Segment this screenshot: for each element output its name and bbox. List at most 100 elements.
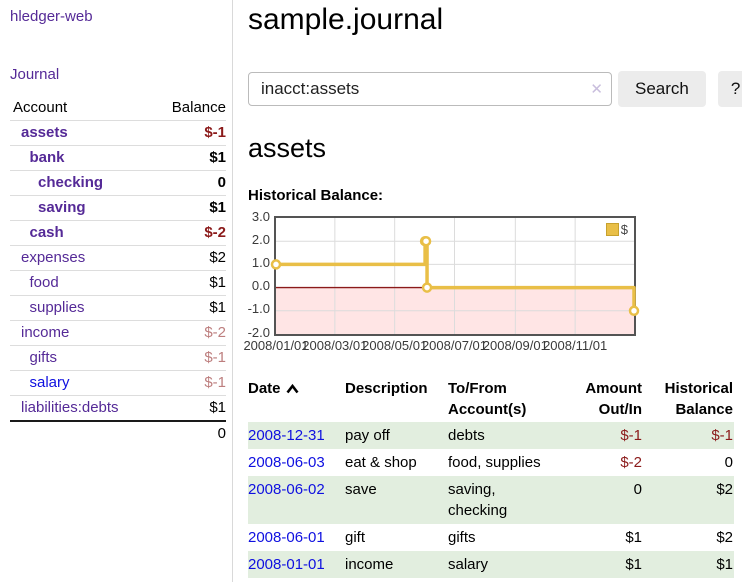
- account-row: checking 0: [10, 170, 226, 196]
- transaction-accounts: debts: [448, 426, 485, 444]
- transaction-date-link[interactable]: 2008-06-01: [248, 528, 325, 546]
- register-row: 2008-12-31 pay off debts $-1 $-1: [248, 421, 734, 449]
- account-link[interactable]: gifts: [29, 349, 58, 366]
- account-row: liabilities:debts $1: [10, 395, 226, 421]
- legend-swatch-icon: [605, 222, 619, 236]
- transaction-accounts: salary: [448, 555, 489, 573]
- account-heading: assets: [248, 132, 327, 163]
- register-header-row: Date Description To/From Account(s) Amou…: [248, 376, 734, 422]
- account-balance: 0: [151, 170, 226, 196]
- x-axis-tick-label: 2008/09/01: [482, 337, 548, 353]
- account-row: gifts $-1: [10, 345, 226, 371]
- search-button[interactable]: Search: [618, 70, 706, 107]
- x-axis-tick-label: 2008/03/01: [302, 337, 368, 353]
- legend-label: $: [620, 221, 628, 237]
- transaction-date-link[interactable]: 2008-06-03: [248, 453, 325, 471]
- transaction-accounts: saving, checking: [448, 480, 508, 519]
- transaction-amount: $1: [625, 528, 642, 546]
- transaction-balance: $2: [716, 528, 733, 546]
- register-row: 2008-06-03 eat & shop food, supplies $-2…: [248, 449, 734, 476]
- y-axis-tick-label: 0.0: [251, 278, 270, 294]
- search-input[interactable]: [248, 71, 612, 106]
- account-link[interactable]: checking: [38, 174, 104, 191]
- account-balance: $1: [151, 145, 226, 171]
- sidebar-item-journal[interactable]: Journal: [10, 66, 60, 83]
- y-axis-tick-label: -2.0: [247, 324, 270, 340]
- historical-balance-chart: $ 3.0 2.0 1.0 0.0 -1.0 -2.0 2008/01/01 2008/03/…: [243, 209, 742, 353]
- transaction-accounts: food, supplies: [448, 453, 541, 471]
- register-row: 2008-06-02 save saving, checking 0 $2: [248, 475, 734, 524]
- y-axis-tick-label: 1.0: [251, 254, 270, 270]
- register-table-body: 2008-12-31 pay off debts $-1 $-1 2008-06…: [248, 421, 734, 578]
- transaction-date-link[interactable]: 2008-06-02: [248, 480, 325, 498]
- account-balance: $-1: [151, 370, 226, 396]
- account-balance: $2: [151, 245, 226, 271]
- account-link[interactable]: expenses: [21, 249, 86, 266]
- x-axis-tick-label: 2008/05/01: [362, 337, 428, 353]
- account-link[interactable]: bank: [29, 149, 65, 166]
- account-link[interactable]: cash: [29, 224, 64, 241]
- page-title: sample.journal: [248, 3, 444, 36]
- accounts-table-header: Account Balance: [10, 96, 226, 121]
- account-row: bank $1: [10, 145, 226, 171]
- transaction-description: eat & shop: [345, 453, 417, 471]
- help-button[interactable]: ?: [717, 70, 742, 107]
- chart-plot: $: [270, 215, 640, 336]
- account-link[interactable]: supplies: [29, 299, 85, 316]
- transaction-amount: $-2: [620, 453, 642, 471]
- transaction-date-link[interactable]: 2008-12-31: [248, 426, 325, 444]
- transaction-amount: $-1: [620, 426, 642, 444]
- account-balance: $1: [151, 195, 226, 221]
- transaction-amount: $1: [625, 555, 642, 573]
- account-row: expenses $2: [10, 245, 226, 271]
- brand-link[interactable]: hledger-web: [10, 8, 93, 25]
- account-row: cash $-2: [10, 220, 226, 246]
- accounts-header-balance: Balance: [171, 99, 226, 116]
- account-link[interactable]: assets: [21, 124, 68, 141]
- account-link[interactable]: salary: [29, 374, 70, 391]
- register-header-date[interactable]: Date: [248, 376, 345, 422]
- sort-ascending-icon: [285, 383, 299, 393]
- account-balance: $-1: [151, 120, 226, 146]
- accounts-table-body: assets $-1 bank $1 checking 0 saving $1 …: [10, 120, 226, 421]
- register-header-balance: Historical Balance: [664, 379, 733, 418]
- account-balance: $-1: [151, 345, 226, 371]
- accounts-table: Account Balance assets $-1 bank $1 check…: [10, 96, 226, 446]
- transaction-accounts: gifts: [448, 528, 476, 546]
- account-row: assets $-1: [10, 120, 226, 146]
- account-row: supplies $1: [10, 295, 226, 321]
- account-link[interactable]: food: [29, 274, 59, 291]
- transaction-balance: $2: [716, 480, 733, 498]
- transaction-balance: $1: [716, 555, 733, 573]
- account-link[interactable]: liabilities:debts: [21, 399, 119, 416]
- chart-heading: Historical Balance:: [248, 186, 384, 204]
- transaction-date-link[interactable]: 2008-01-01: [248, 555, 325, 573]
- x-axis-tick-label: 2008/07/01: [421, 337, 488, 353]
- y-axis-tick-label: -1.0: [247, 301, 270, 317]
- transaction-balance: $-1: [711, 426, 733, 444]
- accounts-header-account: Account: [13, 99, 68, 116]
- account-balance: $-2: [151, 320, 226, 346]
- transaction-description: save: [345, 480, 377, 498]
- account-balance: $1: [151, 270, 226, 296]
- account-row: income $-2: [10, 320, 226, 346]
- transaction-balance: 0: [724, 453, 733, 471]
- account-balance: $1: [151, 295, 226, 321]
- transaction-amount: 0: [633, 480, 642, 498]
- chart-legend: $: [605, 221, 628, 237]
- account-link[interactable]: saving: [38, 199, 86, 216]
- register-row: 2008-06-01 gift gifts $1 $2: [248, 524, 734, 551]
- clear-search-icon[interactable]: ✕: [590, 80, 603, 98]
- accounts-total-value: 0: [10, 420, 226, 446]
- account-balance: $-2: [151, 220, 226, 246]
- register-row: 2008-01-01 income salary $1 $1: [248, 550, 734, 578]
- account-link[interactable]: income: [21, 324, 70, 341]
- account-row: food $1: [10, 270, 226, 296]
- accounts-total-row: 0: [10, 420, 226, 446]
- account-row: saving $1: [10, 195, 226, 221]
- search-form: ✕ Search ?: [248, 70, 742, 107]
- main-content: sample.journal ✕ Search ? assets Histori…: [233, 0, 742, 582]
- y-axis-tick-label: 3.0: [251, 208, 270, 224]
- account-balance: $1: [151, 395, 226, 421]
